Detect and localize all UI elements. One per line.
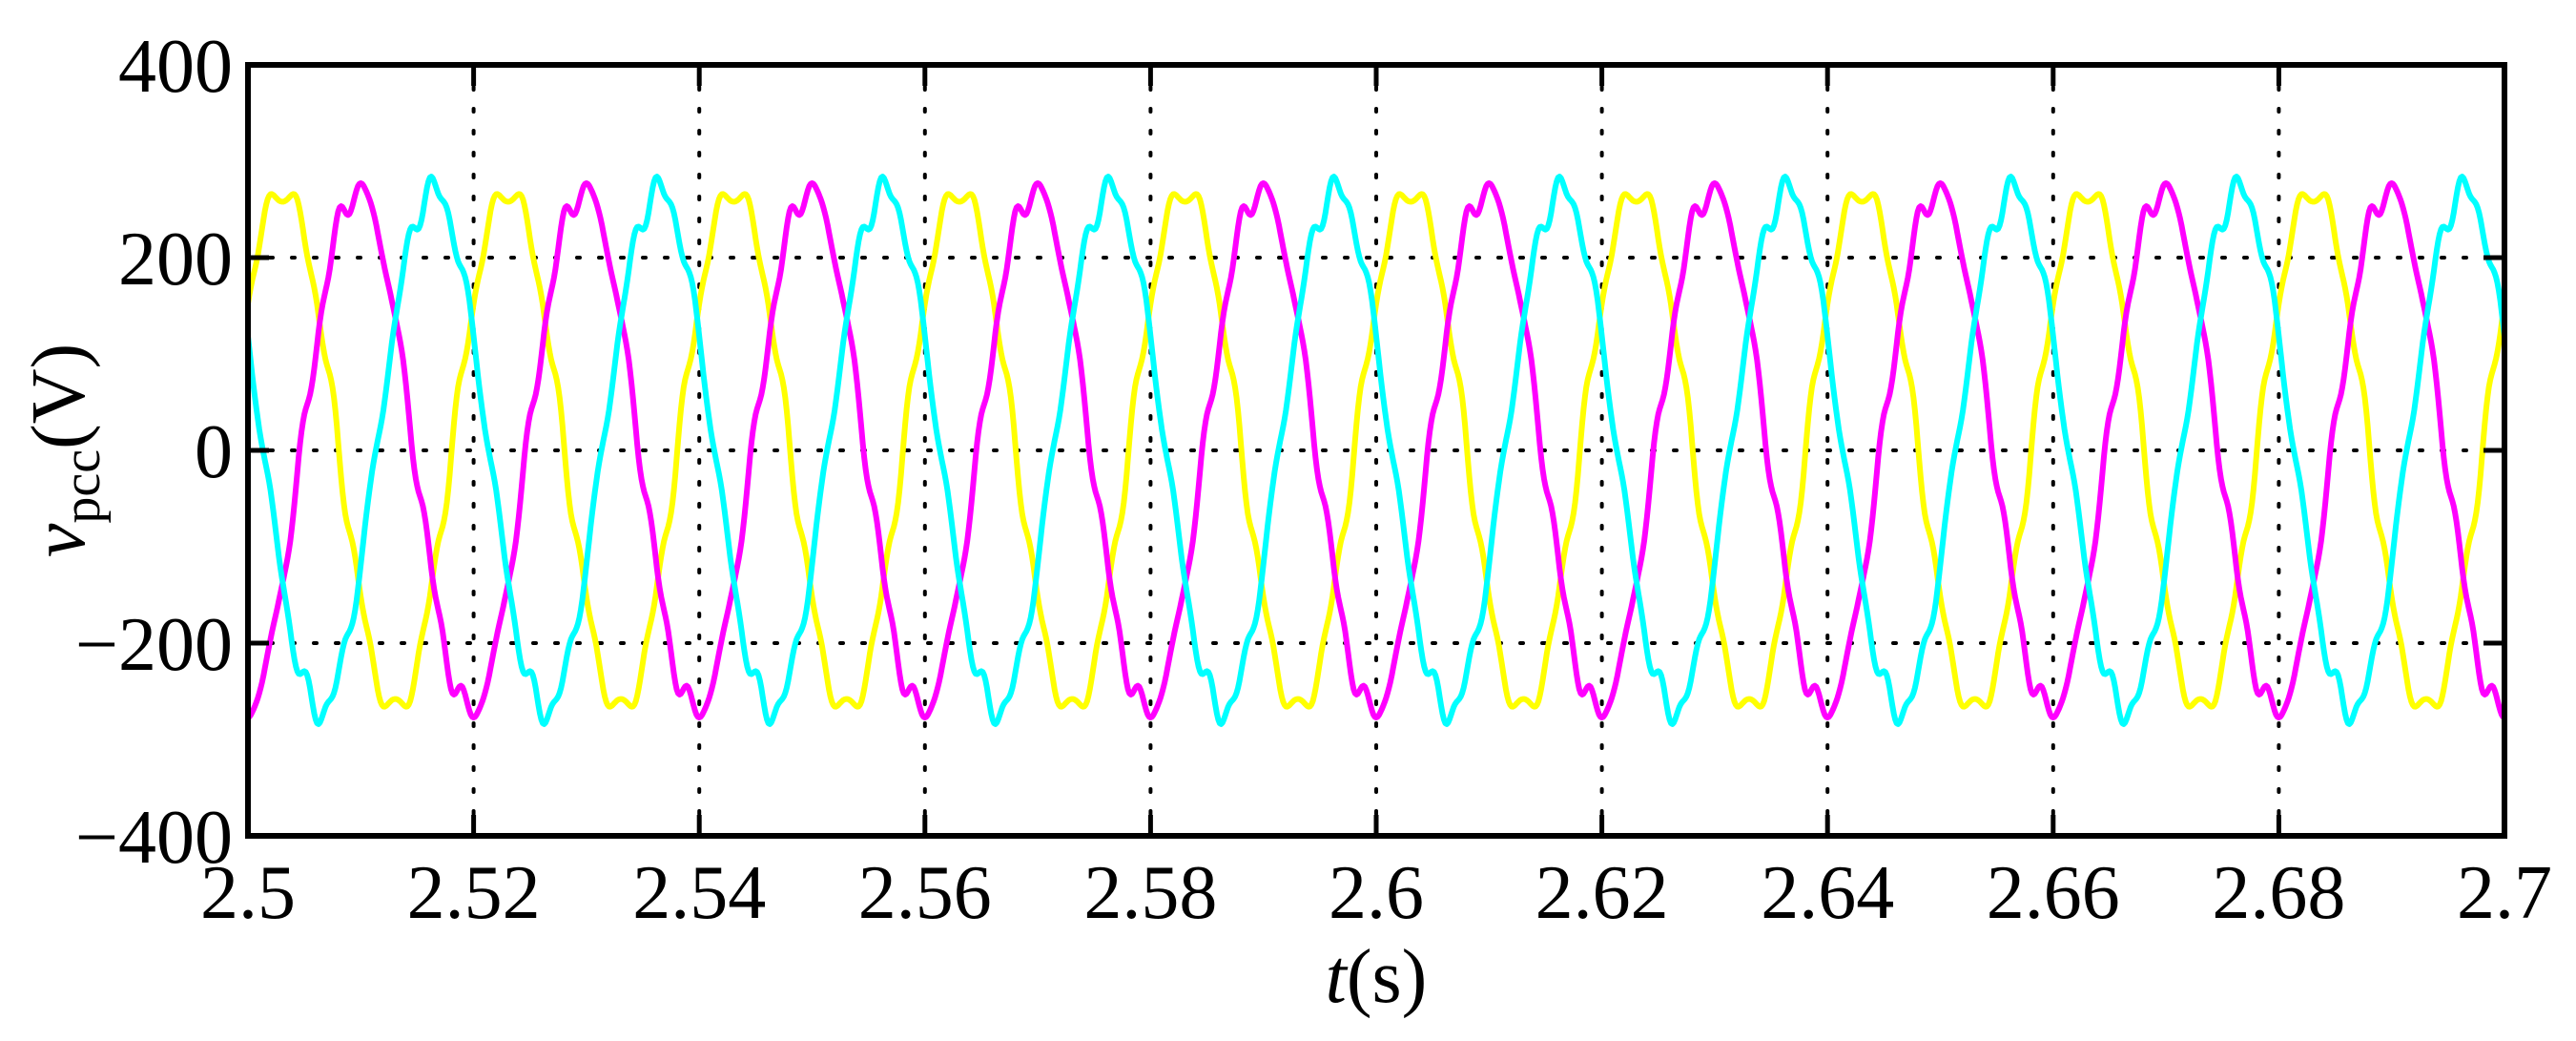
x-tick-label: 2.68 xyxy=(2212,851,2345,935)
x-tick-label: 2.66 xyxy=(1987,851,2120,935)
y-tick-label: 200 xyxy=(118,218,233,302)
x-tick-label: 2.7 xyxy=(2457,851,2552,935)
x-tick-label: 2.5 xyxy=(200,851,296,935)
x-tick-labels: 2.5 2.52 2.54 2.56 2.58 2.6 2.62 2.64 2.66 2.68 2.… xyxy=(200,851,2552,935)
x-tick-label: 2.58 xyxy=(1083,851,1217,935)
y-axis-label-subscript: pcc xyxy=(52,449,112,524)
x-tick-label: 2.52 xyxy=(407,851,541,935)
y-tick-label: −200 xyxy=(75,603,233,687)
y-axis-label-symbol: v xyxy=(17,523,101,557)
y-tick-label: 0 xyxy=(195,410,233,494)
x-axis-label-unit: (s) xyxy=(1347,935,1427,1019)
x-tick-label: 2.56 xyxy=(858,851,992,935)
x-axis-label: t(s) xyxy=(1326,935,1428,1019)
series-line-3 xyxy=(245,174,2507,727)
y-tick-labels: −400 −200 0 200 400 xyxy=(75,25,233,880)
y-axis-label: vpcc(V) xyxy=(17,344,112,557)
x-tick-label: 2.54 xyxy=(632,851,766,935)
y-tick-label: −400 xyxy=(75,796,233,880)
y-axis-label-unit: (V) xyxy=(17,344,101,449)
series-line-2 xyxy=(246,180,2506,720)
series-line-1 xyxy=(245,191,2507,710)
x-tick-label: 2.64 xyxy=(1761,851,1894,935)
x-tick-label: 2.6 xyxy=(1329,851,1424,935)
x-tick-label: 2.62 xyxy=(1535,851,1669,935)
axis-ticks xyxy=(245,62,2507,839)
grid-lines xyxy=(246,63,2506,838)
series-lines xyxy=(245,174,2507,727)
y-tick-label: 400 xyxy=(118,25,233,109)
x-axis-label-var: t xyxy=(1326,935,1349,1019)
